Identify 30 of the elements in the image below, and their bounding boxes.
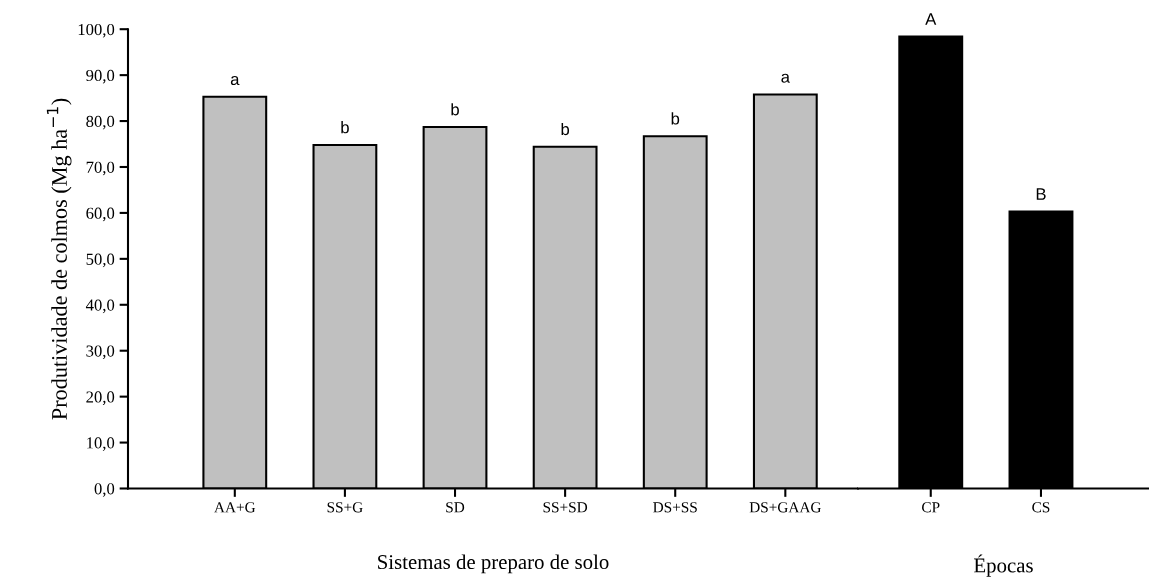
data-label: B [1036,188,1046,200]
data-label: b [451,103,459,116]
x-axis-title: Épocas [974,554,1033,577]
x-tick-label: SS+G [327,502,363,513]
data-label: b [561,122,570,136]
x-tick-label: CS [1032,502,1050,513]
data-label: b [341,121,349,134]
y-tick-label: 80,0 [86,115,115,130]
x-tick-label: DS+GAAG [749,502,821,513]
x-tick-label: AA+G [214,502,256,513]
x-tick-label: SS+SD [543,502,588,513]
y-tick-label: 20,0 [86,391,115,405]
x-tick-label: DS+SS [653,502,697,513]
y-tick-label: 30,0 [86,345,115,360]
y-tick-label: 100,0 [78,23,115,38]
x-tick-label: SD [446,502,465,513]
y-tick-label: 50,0 [86,253,115,268]
data-label: b [671,112,680,125]
y-tick-label: 70,0 [86,161,115,176]
y-tick-label: 40,0 [85,299,115,314]
data-label: a [230,75,240,86]
x-axis-title: Sistemas de preparo de solo [378,554,609,574]
y-tick-label: 0,0 [94,483,115,497]
y-axis-title: Produtividade de colmos (Mg ha$^{−1}$) [46,98,72,420]
y-tick-label: 90,0 [86,69,115,84]
x-tick-label: CP [922,502,940,513]
data-label: A [925,13,937,25]
y-tick-label: 10,0 [87,437,115,451]
y-tick-label: 60,0 [86,207,115,222]
data-label: a [781,73,790,83]
